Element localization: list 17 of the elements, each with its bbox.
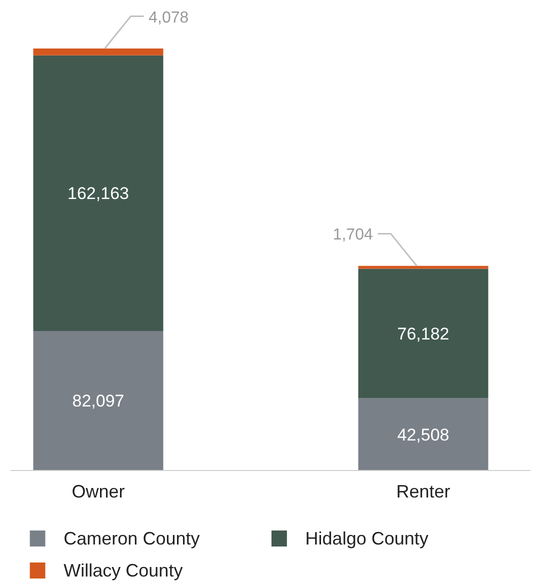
legend-label: Cameron County <box>64 528 200 548</box>
bar <box>358 398 488 470</box>
bar <box>33 330 164 470</box>
data-label: 42,508 <box>397 425 450 444</box>
x-tick-label: Renter <box>396 482 450 502</box>
data-label: 1,704 <box>332 226 373 244</box>
legend-label: Hidalgo County <box>305 528 428 548</box>
bar <box>358 268 488 398</box>
bar <box>33 48 164 56</box>
legend-label: Willacy County <box>64 560 183 580</box>
data-label: 82,097 <box>72 392 124 411</box>
data-label: 162,163 <box>68 184 129 204</box>
x-tick-label: Owner <box>72 482 125 502</box>
data-label: 4,078 <box>148 9 189 26</box>
data-label: 76,182 <box>397 324 450 344</box>
bar <box>358 266 488 269</box>
bar <box>33 55 164 331</box>
